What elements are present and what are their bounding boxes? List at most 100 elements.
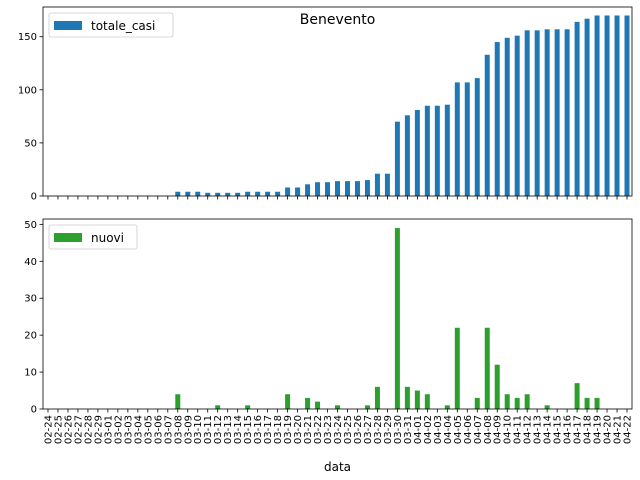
xtick-label-02-28: 02-28 [83, 415, 94, 444]
top-bar-04-17 [574, 21, 580, 197]
xtick-label-03-12: 03-12 [213, 415, 224, 444]
bottom-bar-04-14 [544, 405, 550, 409]
xtick-label-04-02: 04-02 [423, 415, 434, 444]
bottom-ytick-label: 30 [24, 294, 37, 305]
xtick-label-02-29: 02-29 [93, 415, 104, 444]
top-bar-03-20 [295, 187, 301, 196]
top-bar-03-17 [265, 191, 271, 196]
xtick-label-03-20: 03-20 [293, 415, 304, 444]
top-bar-03-28 [374, 173, 380, 196]
bottom-bar-04-04 [444, 405, 450, 409]
top-bar-04-07 [474, 78, 480, 196]
bottom-bar-04-18 [584, 397, 590, 409]
xtick-label-03-22: 03-22 [313, 415, 324, 444]
top-bar-03-19 [285, 187, 291, 196]
bottom-ytick-label: 10 [24, 368, 37, 379]
top-bar-03-31 [404, 115, 410, 196]
xtick-label-03-28: 03-28 [373, 415, 384, 444]
xtick-label-04-03: 04-03 [433, 415, 444, 444]
xtick-label-04-14: 04-14 [543, 415, 554, 444]
top-bar-03-13 [225, 192, 231, 196]
xtick-label-04-16: 04-16 [563, 415, 574, 444]
bottom-bar-04-09 [494, 364, 500, 409]
top-bar-03-16 [255, 191, 261, 196]
xtick-label-04-21: 04-21 [613, 415, 624, 444]
xtick-label-03-21: 03-21 [303, 415, 314, 444]
xtick-label-04-13: 04-13 [533, 415, 544, 444]
bottom-bar-03-19 [285, 394, 291, 409]
bottom-bar-03-24 [335, 405, 340, 409]
bottom-bar-04-08 [484, 327, 490, 409]
bottom-ytick-label: 50 [24, 220, 37, 231]
xtick-label-03-24: 03-24 [333, 415, 344, 444]
xtick-label-03-11: 03-11 [203, 415, 214, 444]
top-bar-04-03 [434, 105, 440, 196]
top-ytick-label: 50 [24, 138, 37, 149]
top-bar-04-15 [554, 29, 560, 196]
xtick-label-02-25: 02-25 [53, 415, 64, 444]
xtick-label-03-08: 03-08 [173, 415, 184, 444]
bottom-panel: 0 10 20 30 40 50 02-2402-2502-2602-2702-2802-2… [24, 218, 634, 474]
xtick-label-02-26: 02-26 [63, 415, 74, 444]
top-ytick-label: 100 [18, 85, 37, 96]
xtick-label-02-24: 02-24 [43, 415, 54, 444]
xtick-label-03-29: 03-29 [383, 415, 394, 444]
xtick-label-03-02: 03-02 [113, 415, 124, 444]
top-bar-04-20 [604, 15, 610, 196]
xtick-label-03-09: 03-09 [183, 415, 194, 444]
xtick-label-03-15: 03-15 [243, 415, 254, 444]
bottom-bar-04-10 [504, 394, 510, 409]
xtick-label-04-09: 04-09 [493, 415, 504, 444]
xtick-label-03-18: 03-18 [273, 415, 284, 444]
top-bar-04-02 [424, 105, 430, 196]
top-bar-03-21 [305, 184, 311, 196]
top-legend-box [48, 12, 174, 38]
xtick-label-04-12: 04-12 [523, 415, 534, 444]
top-bar-04-08 [484, 54, 490, 196]
bottom-bar-03-08 [175, 394, 181, 409]
top-ytick-label: 150 [18, 32, 37, 43]
top-bar-04-19 [594, 15, 600, 196]
top-bar-03-24 [335, 181, 340, 196]
bottom-bar-03-21 [305, 397, 311, 409]
bottom-bar-04-19 [594, 397, 600, 409]
top-bar-04-11 [514, 35, 520, 196]
top-bar-04-05 [454, 82, 460, 196]
bottom-legend-swatch [54, 233, 82, 242]
bottom-bar-03-15 [245, 405, 251, 409]
xtick-label-04-20: 04-20 [603, 415, 614, 444]
top-ytick-label: 0 [31, 192, 37, 203]
xtick-label-03-27: 03-27 [363, 415, 374, 444]
top-bar-03-23 [325, 182, 331, 196]
bottom-legend-box [48, 224, 138, 250]
top-legend-label: totale_casi [91, 19, 155, 33]
bottom-bar-04-17 [574, 383, 580, 409]
top-bar-03-25 [344, 181, 350, 196]
xtick-label-04-17: 04-17 [573, 415, 584, 444]
top-bar-04-21 [614, 15, 620, 196]
bottom-bar-04-01 [414, 390, 420, 409]
bottom-bar-04-12 [524, 394, 530, 409]
top-bar-04-01 [414, 109, 420, 196]
xtick-label-03-30: 03-30 [393, 415, 404, 444]
top-bar-04-14 [544, 29, 550, 196]
xtick-label-03-23: 03-23 [323, 415, 334, 444]
xtick-label-04-22: 04-22 [623, 415, 634, 444]
xtick-label-03-25: 03-25 [343, 415, 354, 444]
xtick-label-04-15: 04-15 [553, 415, 564, 444]
bottom-bar-03-27 [364, 405, 370, 409]
top-panel: 0 50 100 150 totale_casi Benevento [18, 6, 633, 203]
xtick-label-04-04: 04-04 [443, 415, 454, 444]
chart-title: Benevento [300, 12, 376, 28]
xtick-label-03-03: 03-03 [123, 415, 134, 444]
bottom-bar-03-22 [315, 401, 321, 409]
top-bar-04-13 [534, 30, 540, 196]
xtick-label-02-27: 02-27 [73, 415, 84, 444]
top-bar-04-18 [584, 18, 590, 197]
top-bar-03-30 [394, 121, 400, 196]
xtick-label-03-31: 03-31 [403, 415, 414, 444]
xtick-label-04-01: 04-01 [413, 415, 424, 444]
top-bar-03-22 [315, 182, 321, 196]
